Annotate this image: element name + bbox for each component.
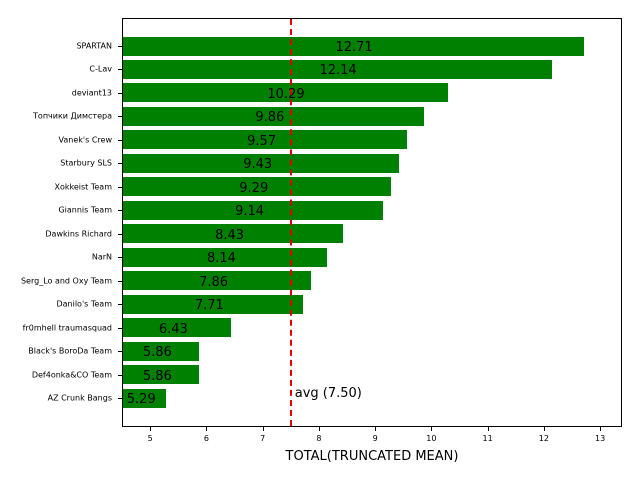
bar-value-label: 8.14 (206, 251, 236, 267)
y-tick-label: Xokkeist Team (54, 182, 113, 192)
x-tick-label: 5 (147, 434, 153, 443)
y-tick (118, 116, 122, 118)
y-tick (118, 257, 122, 259)
bar (123, 247, 327, 267)
bar-value-label: 8.43 (215, 227, 245, 243)
bar-value-label: 5.86 (142, 345, 172, 361)
bar (123, 271, 311, 291)
y-tick (118, 351, 122, 353)
y-tick (118, 210, 122, 212)
bar-value-label: 9.29 (239, 180, 269, 196)
x-tick-label: 11 (482, 434, 493, 443)
y-tick-label: deviant13 (71, 88, 112, 98)
bar (123, 177, 392, 197)
y-tick-label: Serg_Lo and Oxy Team (20, 276, 112, 286)
y-tick-label: fr0mhell traumasquad (22, 323, 112, 333)
y-tick (118, 398, 122, 399)
bar-value-label: 12.71 (335, 40, 373, 55)
bar-value-label: 9.14 (235, 204, 265, 220)
x-tick (600, 427, 602, 431)
bar (123, 106, 424, 126)
y-tick-label: C-Lav (89, 64, 112, 74)
y-tick-label: SPARTAN (76, 41, 112, 51)
y-tick-label: Dawkins Richard (45, 229, 112, 239)
y-tick (118, 374, 122, 376)
plot-area (122, 18, 622, 427)
y-tick-label: Vanek's Crew (58, 135, 112, 145)
x-tick (318, 427, 320, 431)
x-tick-label: 10 (426, 434, 437, 443)
bar (123, 224, 344, 244)
y-tick (118, 46, 122, 47)
bar-value-label: 6.43 (158, 321, 188, 337)
x-tick (431, 427, 433, 431)
bar (123, 130, 408, 150)
x-tick-label: 12 (538, 434, 549, 443)
y-tick (118, 186, 122, 188)
bar-value-label: 9.43 (243, 157, 273, 173)
bar (123, 318, 231, 338)
bar (123, 388, 167, 408)
y-tick-label: Топчики Димстера (33, 111, 112, 121)
y-tick-label: Starbury SLS (60, 158, 112, 168)
bar-value-label: 7.71 (194, 298, 224, 314)
bar (123, 153, 400, 173)
y-tick (118, 69, 122, 71)
x-tick-label: 8 (316, 434, 322, 443)
y-tick (118, 304, 122, 306)
x-axis-title: TOTAL(TRUNCATED MEAN) (285, 449, 459, 464)
average-label: avg (7.50) (294, 386, 362, 401)
bar-value-label: 12.14 (319, 63, 357, 79)
bar (123, 365, 199, 385)
bar (123, 200, 383, 220)
bar-value-label: 9.57 (247, 133, 277, 149)
y-tick (118, 327, 122, 329)
x-tick (262, 427, 264, 431)
bar (123, 294, 303, 314)
bar (123, 59, 552, 79)
bar-value-label: 10.29 (267, 86, 305, 102)
bar-value-label: 7.86 (199, 274, 229, 290)
bar-value-label: 9.86 (255, 110, 285, 126)
y-tick-label: Danilo's Team (56, 299, 112, 309)
x-tick-label: 6 (203, 434, 209, 443)
y-tick-label: AZ Crunk Bangs (47, 393, 112, 403)
y-tick (118, 92, 122, 94)
bar (123, 83, 448, 103)
average-reference-line (289, 19, 292, 426)
x-tick-label: 7 (260, 434, 266, 443)
bar (123, 36, 584, 56)
x-tick (206, 427, 208, 431)
y-tick-label: Def4onka&CO Team (31, 370, 112, 380)
y-tick (118, 280, 122, 282)
y-tick (118, 139, 122, 141)
x-tick-label: 13 (595, 434, 606, 443)
bar (123, 341, 199, 361)
y-tick-label: NarN (91, 252, 112, 262)
bar-value-label: 5.86 (142, 368, 172, 384)
x-tick (543, 427, 545, 431)
bar-value-label: 5.29 (126, 392, 156, 407)
x-tick (487, 427, 489, 431)
x-tick-label: 9 (372, 434, 378, 443)
y-tick (118, 233, 122, 235)
y-tick-label: Black's BoroDa Team (28, 346, 112, 356)
y-tick-label: Giannis Team (58, 205, 112, 215)
y-tick (118, 163, 122, 165)
x-tick (150, 427, 152, 431)
x-tick (375, 427, 377, 431)
